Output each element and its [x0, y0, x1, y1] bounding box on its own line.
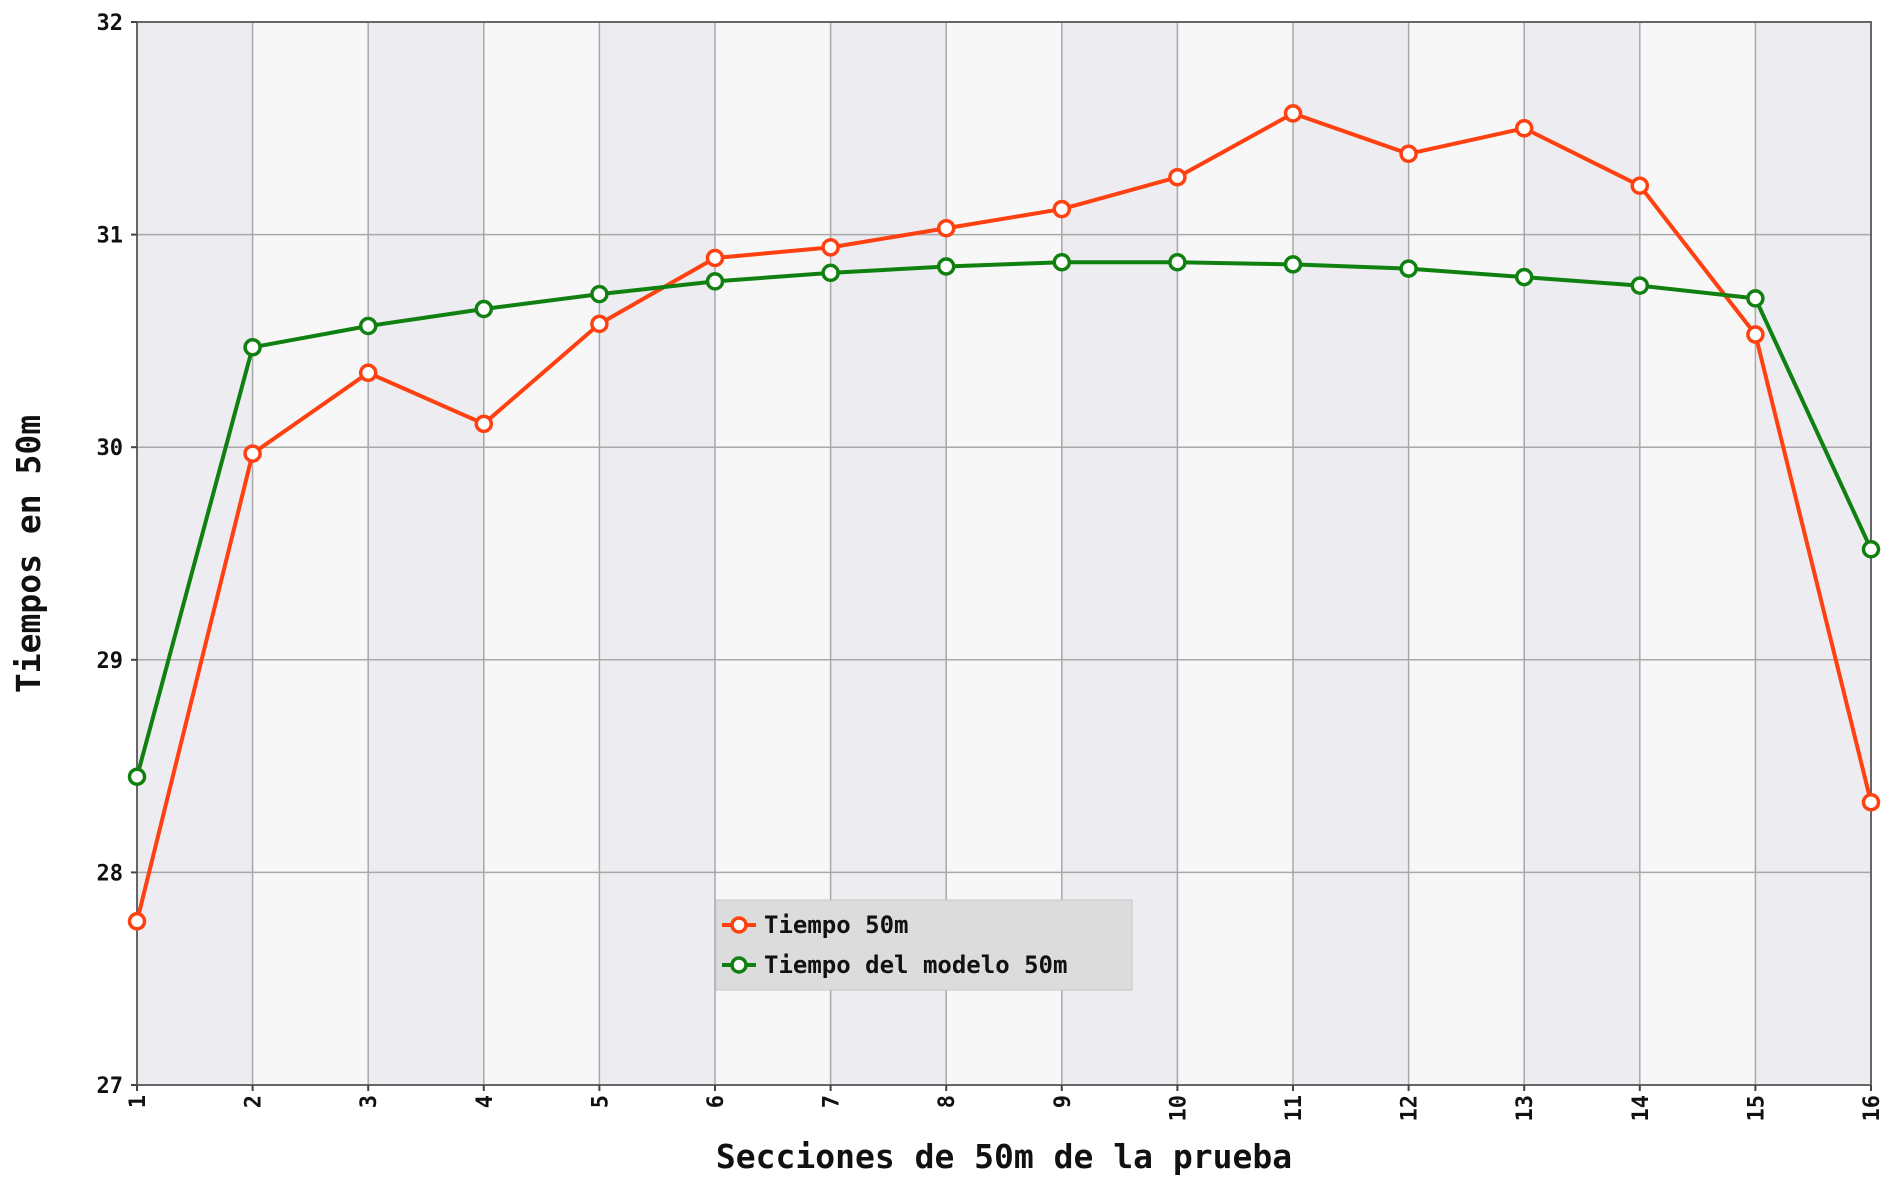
data-point — [1283, 104, 1303, 123]
data-point — [705, 248, 725, 268]
x-tick-label: 16 — [1860, 1095, 1884, 1122]
data-point — [821, 238, 840, 257]
y-tick-label: 29 — [97, 649, 124, 674]
x-tick-label: 2 — [242, 1095, 267, 1108]
data-point — [1514, 119, 1534, 138]
data-point — [243, 338, 262, 357]
x-tick-label: 8 — [935, 1095, 960, 1108]
data-point — [358, 363, 378, 383]
data-point — [1283, 255, 1303, 274]
x-tick-label: 13 — [1513, 1095, 1538, 1122]
x-tick-label: 6 — [704, 1095, 729, 1108]
data-point — [1168, 167, 1187, 187]
data-point — [1514, 267, 1534, 287]
data-point — [1630, 276, 1650, 295]
x-tick-label: 5 — [588, 1095, 613, 1108]
y-axis-label: Tiempos en 50m — [9, 415, 48, 693]
legend-box — [715, 899, 1133, 991]
data-point — [127, 767, 147, 786]
x-axis-label: Secciones de 50m de la prueba — [716, 1137, 1292, 1176]
data-point — [590, 284, 609, 304]
data-point — [1746, 289, 1765, 308]
x-tick-label: 12 — [1398, 1095, 1423, 1122]
x-tick-label: 15 — [1744, 1095, 1769, 1122]
data-point — [1168, 252, 1187, 272]
data-point — [1052, 252, 1072, 272]
legend: Tiempo 50m Tiempo del modelo 50m — [715, 899, 1133, 991]
data-point — [705, 272, 725, 291]
plot-band — [368, 22, 484, 1085]
plot-band — [599, 22, 715, 1085]
data-point — [1746, 325, 1765, 344]
data-point — [1861, 539, 1881, 559]
legend-marker — [730, 916, 748, 934]
data-point — [936, 218, 956, 238]
data-point — [474, 414, 494, 434]
plot-band — [1524, 22, 1640, 1085]
x-tick-label: 4 — [473, 1095, 498, 1108]
y-tick-label: 32 — [97, 11, 124, 36]
x-tick-label: 3 — [357, 1095, 382, 1108]
x-tick-label: 9 — [1051, 1095, 1076, 1108]
y-tick-label: 30 — [97, 436, 124, 461]
series-line — [135, 260, 1873, 778]
data-point — [243, 444, 262, 463]
y-tick-label: 28 — [97, 861, 124, 886]
legend-marker — [730, 956, 748, 974]
legend-label: Tiempo 50m — [764, 911, 909, 939]
plot-band — [1755, 22, 1871, 1085]
data-point — [127, 912, 147, 931]
data-point — [821, 263, 840, 283]
y-tick-label: 27 — [97, 1074, 124, 1099]
x-tick-label: 1 — [126, 1095, 151, 1108]
data-point — [1052, 199, 1072, 219]
data-point — [474, 299, 494, 319]
x-tick-label: 7 — [820, 1095, 845, 1108]
data-point — [1399, 259, 1418, 278]
y-tick-label: 31 — [97, 224, 124, 249]
series-line — [135, 111, 1873, 922]
data-point — [358, 316, 378, 336]
data-point — [590, 314, 609, 334]
data-point — [1399, 144, 1418, 164]
data-point — [1861, 792, 1881, 812]
x-tick-label: 14 — [1629, 1095, 1654, 1122]
x-tick-label: 10 — [1166, 1095, 1191, 1122]
plot-band — [1293, 22, 1409, 1085]
lines — [127, 104, 1881, 931]
x-tick-label: 11 — [1282, 1095, 1307, 1122]
data-point — [936, 257, 956, 276]
plot-band — [137, 22, 253, 1085]
legend-label: Tiempo del modelo 50m — [764, 951, 1067, 979]
data-point — [1630, 176, 1650, 195]
